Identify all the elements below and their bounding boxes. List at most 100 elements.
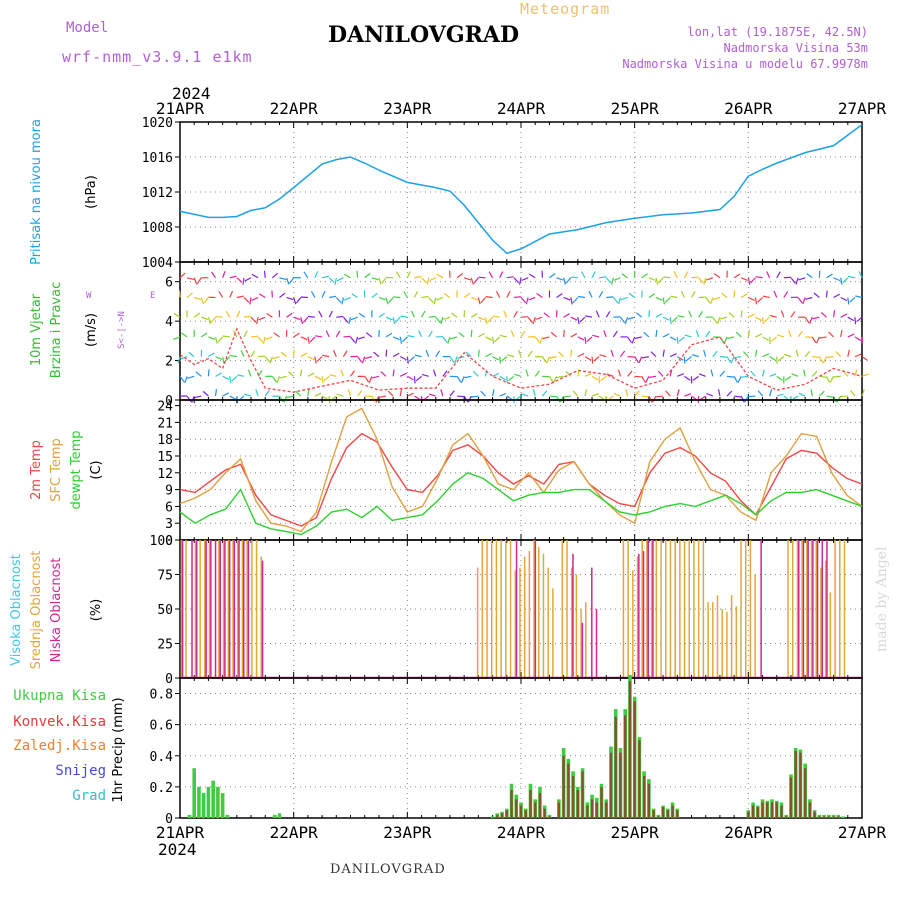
- precip-total-bar: [207, 787, 211, 818]
- wind-arrow: [372, 293, 378, 297]
- wind-arrow: [422, 311, 425, 317]
- wind-arrow: [826, 291, 827, 298]
- wind-arrow: [542, 357, 546, 363]
- precip-conv-bar: [520, 806, 522, 818]
- time-label-top-1: 22APR: [270, 99, 319, 118]
- wind-arrow: [414, 396, 420, 400]
- wind-arrow: [379, 297, 386, 299]
- wind-compass-w: W: [86, 291, 92, 301]
- wind-arrow: [251, 351, 255, 357]
- wind-arrow: [315, 376, 321, 379]
- precip-conv-bar: [648, 784, 650, 818]
- wind-arrow: [606, 311, 610, 317]
- wind-arrow: [663, 297, 664, 304]
- wind-arrow: [713, 317, 717, 323]
- wind-arrow: [578, 354, 584, 357]
- wind-arrow: [379, 396, 386, 397]
- wind-arrow: [344, 274, 350, 278]
- wind-arrow: [388, 391, 393, 396]
- wind-arrow: [718, 317, 720, 324]
- wind-arrow: [679, 337, 684, 342]
- wind-arrow: [855, 296, 862, 298]
- wind-arrow: [489, 272, 493, 278]
- wind-arrow: [216, 357, 222, 360]
- wind-arrow: [727, 357, 731, 363]
- wind-arrow: [230, 291, 233, 297]
- wind-arrow: [810, 317, 813, 324]
- wind-arrow: [557, 294, 563, 298]
- wind-arrow: [604, 330, 607, 337]
- wind-arrow: [792, 396, 798, 400]
- wind-arrow: [741, 278, 747, 281]
- wind-arrow: [812, 371, 817, 376]
- wind-arrow: [201, 333, 207, 337]
- precip-conv-bar: [529, 790, 531, 818]
- wind-arrow: [649, 294, 655, 298]
- y-tick-label: 0.6: [150, 719, 173, 734]
- wind-arrow: [457, 274, 463, 278]
- wind-arrow: [727, 337, 734, 338]
- temp-unit: (C): [89, 460, 104, 479]
- footer-station: DANILOVGRAD: [330, 862, 446, 877]
- wind-arrow: [334, 350, 337, 356]
- wind-arrow: [614, 394, 621, 397]
- wind-arrow: [436, 317, 440, 322]
- wind-arrow: [208, 369, 209, 376]
- wind-arrow: [495, 337, 500, 342]
- wind-arrow: [606, 278, 611, 283]
- y-tick-label: 1012: [142, 186, 173, 201]
- wind-arrow: [571, 277, 578, 278]
- wind-arrow: [848, 334, 854, 337]
- wind-arrow: [230, 376, 231, 383]
- wind-arrow: [549, 274, 555, 278]
- wind-arrow: [857, 317, 862, 321]
- wind-arrow: [837, 396, 841, 402]
- wind-arrow: [594, 357, 599, 361]
- wind-arrow: [526, 297, 528, 304]
- wind-arrow: [699, 374, 706, 376]
- wind-arrow: [751, 371, 756, 376]
- precip-legend-1: Konvek.Kisa: [13, 714, 106, 730]
- wind-arrow: [784, 292, 788, 298]
- wind-arrow: [433, 370, 435, 377]
- wind-arrow: [308, 337, 309, 344]
- wind-arrow: [317, 357, 322, 362]
- wind-arrow: [258, 337, 263, 342]
- precip-conv-bar: [813, 812, 815, 818]
- wind-arrow: [174, 313, 180, 317]
- wind-arrow: [414, 276, 421, 277]
- time-label-bottom-2: 23APR: [383, 823, 432, 842]
- precip-conv-bar: [662, 807, 664, 818]
- wind-arrow: [544, 313, 550, 317]
- wind-arrow: [419, 331, 422, 337]
- wind-arrow: [287, 297, 294, 299]
- wind-arrow: [612, 278, 614, 285]
- precip-conv-bar: [643, 776, 645, 818]
- wind-arrow: [426, 350, 429, 357]
- wind-arrow: [351, 371, 355, 377]
- wind-arrow: [279, 396, 283, 402]
- wind-arrow: [677, 389, 679, 396]
- wind-arrow: [358, 337, 365, 339]
- lonlat-text: lon,lat (19.1875E, 42.5N): [687, 25, 868, 39]
- wind-arrow: [812, 337, 816, 343]
- wind-arrow: [471, 330, 472, 337]
- wind-arrow: [777, 335, 784, 337]
- y-tick-label: 9: [165, 484, 173, 499]
- wind-arrow: [656, 330, 657, 337]
- wind-arrow: [195, 396, 202, 398]
- precip-total-bar: [216, 787, 220, 818]
- wind-arrow: [429, 297, 434, 302]
- wind-arrow: [731, 357, 734, 363]
- wind-arrow: [665, 297, 670, 302]
- wind-arrow: [429, 317, 436, 318]
- wind-arrow: [550, 357, 557, 359]
- wind-arrow: [349, 317, 351, 324]
- precip-conv-bar: [591, 799, 593, 818]
- wind-arrow: [755, 317, 761, 320]
- wind-arrow: [187, 396, 191, 402]
- wind-arrow: [850, 297, 855, 302]
- wind-arrow: [629, 293, 635, 297]
- model-name: wrf-nmm_v3.9.1 e1km: [62, 48, 253, 66]
- wind-arrow: [741, 376, 748, 377]
